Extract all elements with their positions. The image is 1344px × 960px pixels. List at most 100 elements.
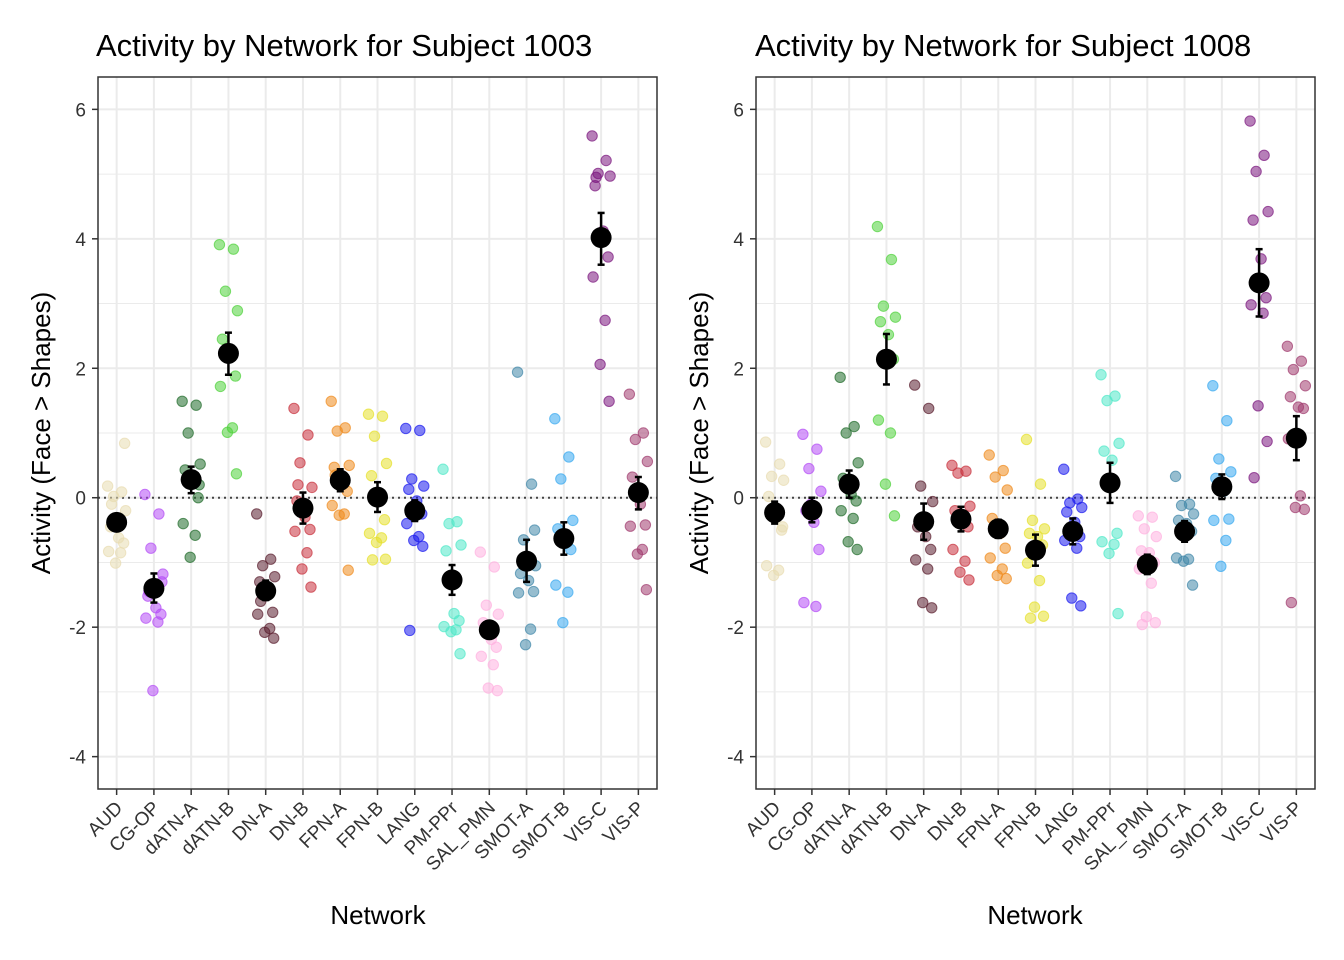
data-point: [952, 467, 964, 479]
data-point: [231, 304, 244, 317]
data-point: [1262, 205, 1274, 218]
data-point: [1250, 165, 1262, 178]
data-point: [1215, 560, 1227, 573]
data-point: [259, 626, 271, 639]
data-point: [1113, 437, 1125, 450]
x-tick-label: VIS-C: [561, 798, 612, 849]
data-point: [475, 650, 487, 663]
data-point: [604, 170, 616, 182]
data-point: [852, 457, 864, 469]
y-axis-title: Activity (Face > Shapes): [26, 292, 56, 575]
data-point: [927, 495, 939, 508]
data-point: [417, 540, 429, 552]
data-point: [848, 420, 860, 433]
data-point: [511, 366, 524, 378]
data-point: [1034, 478, 1047, 490]
mean-point: [143, 577, 165, 599]
data-point: [759, 436, 772, 448]
data-point: [1255, 253, 1267, 265]
data-point: [192, 492, 204, 504]
data-point: [488, 561, 500, 573]
mean-point: [1211, 476, 1233, 498]
data-point: [147, 684, 159, 697]
data-point: [101, 480, 114, 492]
data-point: [797, 428, 809, 440]
data-point: [265, 553, 277, 565]
data-point: [302, 429, 314, 441]
data-point: [879, 478, 892, 490]
data-point: [1096, 536, 1108, 548]
data-point: [1175, 499, 1188, 512]
data-point: [923, 402, 935, 415]
data-point: [190, 399, 202, 411]
data-point: [1207, 380, 1219, 392]
data-point: [760, 559, 773, 572]
data-point: [997, 464, 1009, 477]
y-tick-label: -2: [69, 618, 86, 639]
data-point: [522, 574, 535, 587]
data-point: [454, 648, 466, 660]
data-point: [1287, 363, 1300, 376]
data-point: [1095, 369, 1107, 381]
data-point: [480, 599, 492, 611]
data-point: [1020, 433, 1033, 446]
data-point: [1146, 511, 1159, 523]
data-point: [1058, 463, 1070, 475]
data-point: [294, 457, 306, 469]
data-point: [557, 616, 569, 629]
data-point: [189, 529, 201, 541]
mean-point: [875, 348, 897, 370]
mean-point: [950, 508, 972, 530]
data-point: [366, 554, 379, 566]
data-point: [1000, 572, 1012, 585]
data-point: [910, 554, 922, 566]
mean-point: [106, 511, 128, 533]
data-point: [1299, 380, 1312, 392]
data-point: [1075, 600, 1087, 612]
data-point: [414, 424, 426, 437]
y-tick-label: -2: [727, 618, 744, 639]
data-point: [1061, 506, 1073, 518]
data-point: [842, 536, 854, 548]
data-point: [999, 542, 1011, 554]
mean-point: [553, 528, 575, 550]
data-point: [623, 388, 636, 400]
data-point: [639, 519, 652, 531]
data-point: [184, 551, 196, 563]
data-point: [333, 509, 345, 521]
data-point: [946, 459, 958, 472]
data-point: [139, 488, 151, 501]
data-point: [1028, 601, 1041, 613]
data-point: [840, 427, 852, 439]
data-point: [289, 525, 301, 538]
data-point: [803, 462, 815, 475]
y-tick-label: 0: [733, 489, 744, 510]
data-point: [1213, 453, 1225, 465]
data-point: [268, 632, 280, 644]
data-point: [1208, 514, 1220, 527]
x-tick-label: DN-A: [887, 797, 935, 845]
data-point: [342, 564, 354, 576]
data-point: [1098, 445, 1110, 457]
data-point: [889, 311, 902, 323]
plot-area-1003: -4-20246AUDCG-OPdATN-AdATN-BDN-ADN-BFPN-…: [69, 76, 658, 875]
mean-point: [329, 469, 351, 491]
data-point: [811, 443, 823, 455]
data-point: [1244, 115, 1256, 127]
mean-point: [801, 499, 823, 521]
y-tick-label: -4: [69, 748, 86, 769]
data-point: [362, 408, 375, 420]
data-point: [810, 600, 822, 613]
data-point: [1033, 574, 1046, 587]
mean-point: [1062, 520, 1084, 542]
data-point: [963, 574, 975, 586]
data-point: [229, 370, 242, 382]
data-point: [118, 437, 131, 450]
data-point: [363, 527, 376, 540]
data-point: [603, 395, 615, 407]
data-point: [401, 517, 413, 530]
data-point: [549, 413, 561, 425]
data-point: [176, 395, 188, 407]
data-point: [835, 504, 847, 517]
data-point: [1281, 340, 1294, 352]
